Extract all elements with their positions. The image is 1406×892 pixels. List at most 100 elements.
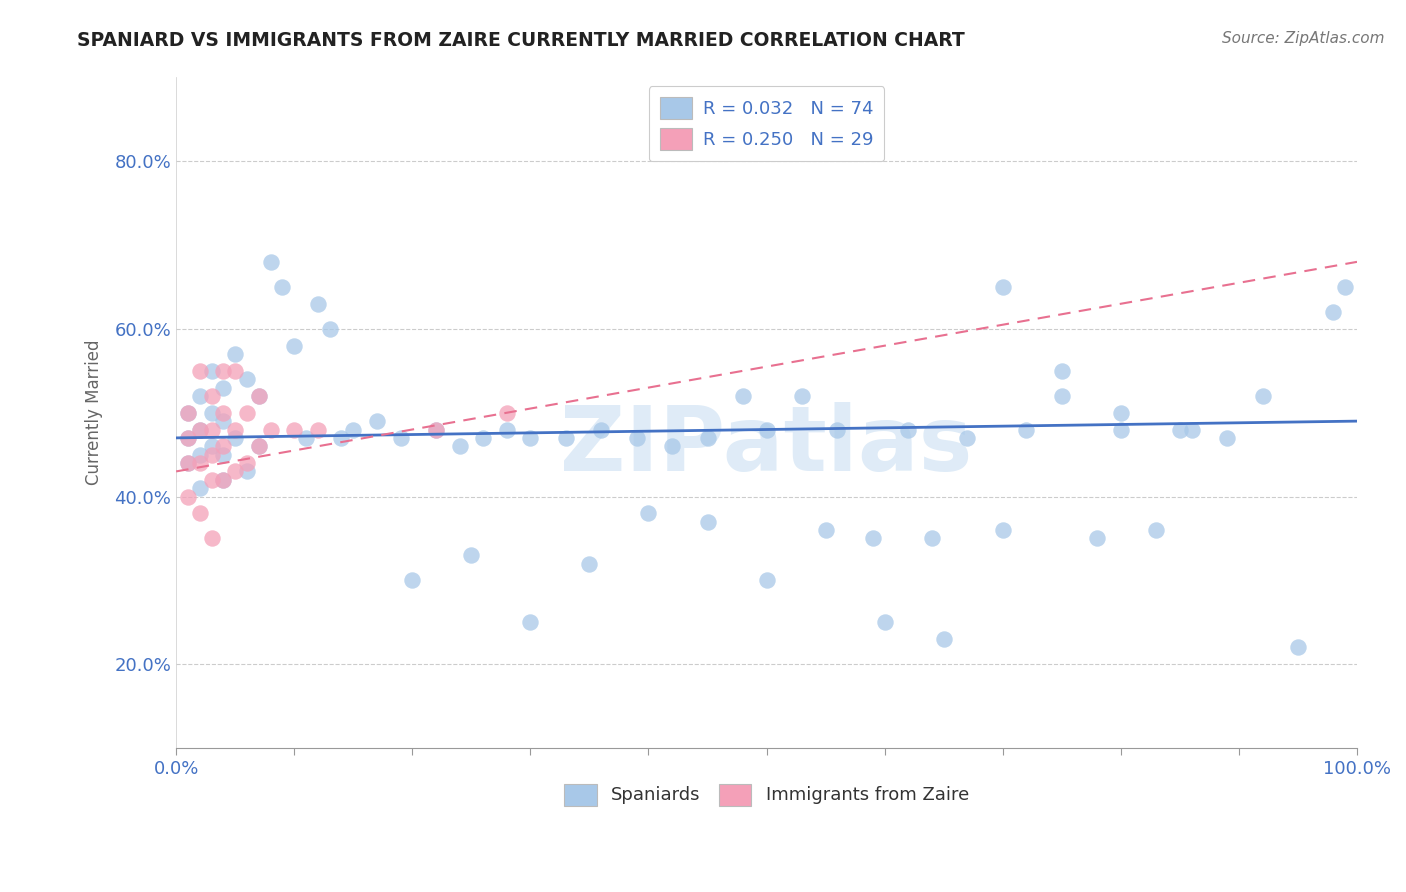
Point — [212, 414, 235, 428]
Point — [188, 389, 211, 403]
Point — [342, 423, 364, 437]
Point — [224, 364, 246, 378]
Point — [247, 389, 270, 403]
Point — [790, 389, 813, 403]
Point — [212, 439, 235, 453]
Point — [200, 473, 222, 487]
Point — [188, 506, 211, 520]
Point — [224, 347, 246, 361]
Point — [519, 615, 541, 630]
Point — [212, 364, 235, 378]
Point — [755, 423, 778, 437]
Point — [188, 423, 211, 437]
Text: Source: ZipAtlas.com: Source: ZipAtlas.com — [1222, 31, 1385, 46]
Point — [897, 423, 920, 437]
Y-axis label: Currently Married: Currently Married — [86, 340, 103, 485]
Point — [212, 473, 235, 487]
Point — [1181, 423, 1204, 437]
Point — [578, 557, 600, 571]
Point — [1050, 389, 1073, 403]
Point — [755, 574, 778, 588]
Point — [1015, 423, 1038, 437]
Point — [236, 372, 259, 386]
Point — [401, 574, 423, 588]
Point — [862, 532, 884, 546]
Point — [177, 406, 200, 420]
Point — [1251, 389, 1274, 403]
Point — [389, 431, 412, 445]
Point — [200, 423, 222, 437]
Legend: Spaniards, Immigrants from Zaire: Spaniards, Immigrants from Zaire — [557, 776, 976, 813]
Point — [1334, 280, 1357, 294]
Point — [212, 381, 235, 395]
Point — [200, 439, 222, 453]
Point — [177, 431, 200, 445]
Point — [307, 423, 329, 437]
Point — [449, 439, 471, 453]
Point — [991, 280, 1014, 294]
Point — [188, 423, 211, 437]
Point — [200, 406, 222, 420]
Point — [318, 322, 340, 336]
Point — [200, 364, 222, 378]
Point — [956, 431, 979, 445]
Point — [1050, 364, 1073, 378]
Point — [177, 490, 200, 504]
Point — [425, 423, 447, 437]
Point — [425, 423, 447, 437]
Point — [200, 532, 222, 546]
Point — [177, 431, 200, 445]
Point — [731, 389, 754, 403]
Point — [283, 339, 305, 353]
Text: SPANIARD VS IMMIGRANTS FROM ZAIRE CURRENTLY MARRIED CORRELATION CHART: SPANIARD VS IMMIGRANTS FROM ZAIRE CURREN… — [77, 31, 965, 50]
Point — [247, 439, 270, 453]
Point — [188, 364, 211, 378]
Point — [1286, 640, 1309, 655]
Point — [177, 456, 200, 470]
Point — [696, 431, 718, 445]
Point — [495, 406, 517, 420]
Point — [271, 280, 294, 294]
Point — [177, 456, 200, 470]
Point — [1168, 423, 1191, 437]
Point — [366, 414, 388, 428]
Point — [991, 523, 1014, 537]
Point — [814, 523, 837, 537]
Point — [307, 297, 329, 311]
Point — [188, 448, 211, 462]
Point — [224, 464, 246, 478]
Point — [247, 389, 270, 403]
Point — [591, 423, 613, 437]
Point — [200, 448, 222, 462]
Point — [224, 423, 246, 437]
Point — [212, 448, 235, 462]
Point — [236, 406, 259, 420]
Point — [212, 406, 235, 420]
Text: ZIPatlas: ZIPatlas — [561, 402, 973, 491]
Point — [247, 439, 270, 453]
Point — [236, 464, 259, 478]
Point — [460, 548, 482, 562]
Point — [661, 439, 683, 453]
Point — [554, 431, 576, 445]
Point — [1322, 305, 1344, 319]
Point — [177, 406, 200, 420]
Point — [827, 423, 849, 437]
Point — [188, 456, 211, 470]
Point — [330, 431, 353, 445]
Point — [472, 431, 495, 445]
Point — [932, 632, 955, 646]
Point — [626, 431, 648, 445]
Point — [1144, 523, 1167, 537]
Point — [1109, 406, 1132, 420]
Point — [495, 423, 517, 437]
Point — [637, 506, 659, 520]
Point — [224, 431, 246, 445]
Point — [188, 481, 211, 495]
Point — [259, 255, 281, 269]
Point — [1085, 532, 1108, 546]
Point — [200, 389, 222, 403]
Point — [1216, 431, 1239, 445]
Point — [295, 431, 318, 445]
Point — [1109, 423, 1132, 437]
